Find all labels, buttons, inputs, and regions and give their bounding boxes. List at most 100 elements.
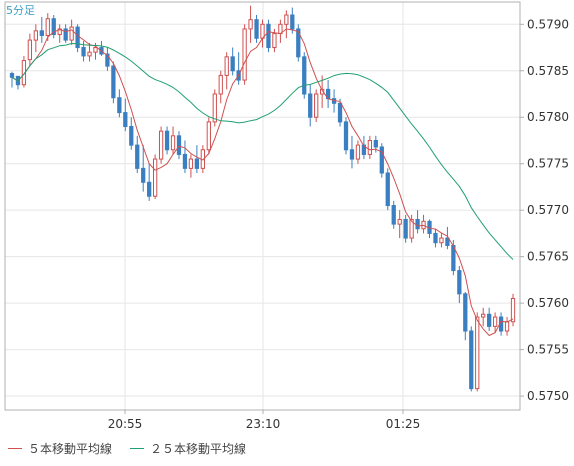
candle-body <box>439 237 444 244</box>
ma25-line <box>11 42 514 260</box>
candle-body <box>296 28 301 58</box>
candle <box>296 24 301 62</box>
candle <box>403 214 408 243</box>
candle-body <box>457 270 462 295</box>
candle-body <box>33 30 38 41</box>
candle <box>409 214 414 243</box>
candle-body <box>242 28 247 81</box>
candle <box>445 226 450 250</box>
y-tick-label: 0.5760 <box>527 296 569 310</box>
y-tick-label: 0.5770 <box>527 203 569 217</box>
candle <box>397 210 402 239</box>
candle-body <box>433 232 438 244</box>
candle-body <box>129 126 134 146</box>
candle-body <box>445 237 450 246</box>
candle-body <box>475 316 480 390</box>
candle <box>27 33 33 67</box>
candle <box>504 317 510 336</box>
candle-body <box>355 144 361 160</box>
candle <box>355 140 361 164</box>
candle <box>111 61 116 104</box>
candle <box>385 168 390 211</box>
candle <box>469 326 474 392</box>
candle <box>152 154 158 200</box>
candle-body <box>254 19 259 39</box>
candle <box>248 5 253 43</box>
candle-body <box>248 19 253 30</box>
candle <box>206 117 211 155</box>
candle-body <box>218 74 223 95</box>
x-tick-label: 23:10 <box>246 417 281 431</box>
candle <box>439 233 444 248</box>
candle <box>51 15 56 39</box>
candle <box>391 200 396 229</box>
candle-body <box>182 153 188 169</box>
candle <box>230 47 235 76</box>
candle <box>57 24 62 43</box>
candle <box>176 131 182 160</box>
candle-body <box>87 51 92 57</box>
candle-body <box>415 218 420 230</box>
y-tick-label: 0.5765 <box>527 250 569 264</box>
candle <box>212 89 217 127</box>
candle <box>182 140 188 174</box>
candle <box>475 312 480 392</box>
candle-body <box>343 121 349 151</box>
candle-body <box>349 149 355 160</box>
candle <box>147 163 152 201</box>
legend-swatch-ma25 <box>130 447 145 449</box>
candle <box>290 7 295 34</box>
candle <box>421 214 426 234</box>
candle <box>87 42 92 62</box>
legend-label-ma5: ５本移動平均線 <box>28 441 113 456</box>
candle <box>45 13 50 42</box>
candle-body <box>397 218 402 225</box>
candle <box>141 145 146 192</box>
candle <box>188 154 194 178</box>
candle <box>99 41 104 56</box>
candle-body <box>147 181 152 197</box>
candle <box>105 47 110 71</box>
candle-body <box>391 205 396 225</box>
candle-body <box>230 56 235 72</box>
y-axis-ticks: 0.5750 0.5755 0.5760 0.5765 0.5770 0.5775 0.57… <box>520 17 569 403</box>
candle-body <box>290 14 295 30</box>
candle-body <box>27 39 33 61</box>
candle <box>75 24 80 53</box>
candle-body <box>487 313 492 327</box>
candle-body <box>469 330 474 390</box>
candle <box>69 19 74 45</box>
candle-body <box>302 56 307 95</box>
candle <box>284 10 289 39</box>
candle <box>481 307 486 327</box>
candle-body <box>170 135 176 151</box>
candle-body <box>141 167 146 183</box>
candles <box>9 5 516 392</box>
candle-body <box>224 56 229 76</box>
moving-averages <box>11 28 514 337</box>
grid <box>5 2 520 410</box>
candle <box>492 312 498 333</box>
candle-body <box>373 139 378 148</box>
candle <box>325 80 331 108</box>
x-tick-label: 01:25 <box>386 417 421 431</box>
candle-body <box>379 146 384 174</box>
candle <box>9 71 15 88</box>
candle-body <box>93 47 98 53</box>
candle <box>278 19 283 43</box>
candle <box>15 75 21 90</box>
candle-body <box>117 97 122 114</box>
candle <box>314 89 319 122</box>
candle <box>236 52 241 85</box>
candle <box>224 52 229 90</box>
candle-body <box>284 14 289 25</box>
candle-body <box>158 130 164 160</box>
candle <box>39 16 44 43</box>
candle-body <box>51 18 56 36</box>
candle-body <box>69 26 74 41</box>
candle <box>117 89 122 118</box>
candle-body <box>123 112 128 128</box>
candle-body <box>337 102 343 123</box>
candle <box>254 15 259 43</box>
